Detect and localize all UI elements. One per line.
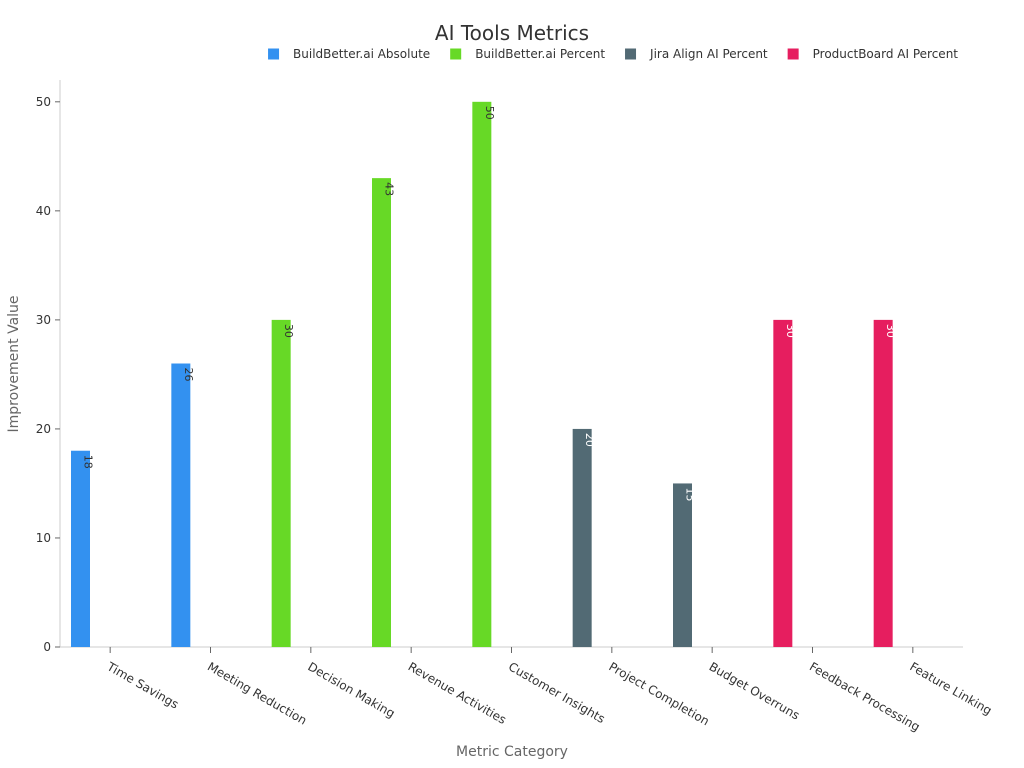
bars: 18 26 30 43 50 20 15 30 30 bbox=[71, 101, 897, 648]
bar bbox=[773, 319, 793, 647]
legend-label: BuildBetter.ai Percent bbox=[475, 47, 605, 61]
legend-swatch bbox=[787, 48, 799, 60]
bar-value-label: 43 bbox=[383, 182, 396, 196]
y-axis-ticks: 0 10 20 30 40 50 bbox=[36, 95, 60, 654]
bar bbox=[572, 428, 592, 647]
legend-label: ProductBoard AI Percent bbox=[813, 47, 959, 61]
bar bbox=[71, 450, 90, 647]
y-tick-label: 30 bbox=[36, 313, 51, 327]
x-tick-label: Feedback Processing bbox=[807, 659, 922, 734]
x-tick-label: Budget Overruns bbox=[707, 659, 802, 722]
legend: BuildBetter.ai Absolute BuildBetter.ai Pe… bbox=[268, 47, 958, 61]
legend-swatch bbox=[625, 48, 637, 60]
bar-value-label: 26 bbox=[182, 368, 195, 382]
x-tick-label: Time Savings bbox=[104, 659, 181, 712]
legend-label: Jira Align AI Percent bbox=[649, 47, 768, 61]
x-tick-label: Project Completion bbox=[606, 659, 711, 728]
legend-label: BuildBetter.ai Absolute bbox=[293, 47, 430, 61]
y-tick-label: 10 bbox=[36, 531, 51, 545]
bar bbox=[873, 319, 893, 647]
y-tick-label: 0 bbox=[43, 640, 51, 654]
x-tick-label: Decision Making bbox=[305, 659, 397, 720]
y-tick-label: 50 bbox=[36, 95, 51, 109]
x-tick-label: Feature Linking bbox=[907, 659, 994, 717]
bar-value-label: 30 bbox=[282, 324, 295, 338]
y-axis-title: Improvement Value bbox=[6, 295, 22, 432]
bar-value-label: 18 bbox=[82, 455, 95, 469]
y-tick-label: 20 bbox=[36, 422, 51, 436]
bar bbox=[372, 178, 391, 647]
bar-value-label: 30 bbox=[784, 324, 797, 338]
y-tick-label: 40 bbox=[36, 204, 51, 218]
bar bbox=[472, 101, 492, 648]
chart-title: AI Tools Metrics bbox=[435, 21, 589, 45]
x-tick-label: Meeting Reduction bbox=[205, 659, 309, 727]
bar-value-label: 15 bbox=[684, 487, 697, 501]
bar-value-label: 20 bbox=[583, 433, 596, 447]
legend-swatch bbox=[268, 48, 280, 60]
x-tick-label: Revenue Activities bbox=[406, 659, 509, 727]
x-axis-title: Metric Category bbox=[456, 744, 568, 760]
bar-value-label: 50 bbox=[483, 106, 496, 120]
bar-value-label: 30 bbox=[884, 324, 897, 338]
legend-swatch bbox=[450, 48, 462, 60]
x-tick-label: Customer Insights bbox=[506, 659, 607, 726]
bar bbox=[673, 483, 692, 647]
bar bbox=[171, 363, 191, 647]
bar bbox=[271, 319, 291, 647]
